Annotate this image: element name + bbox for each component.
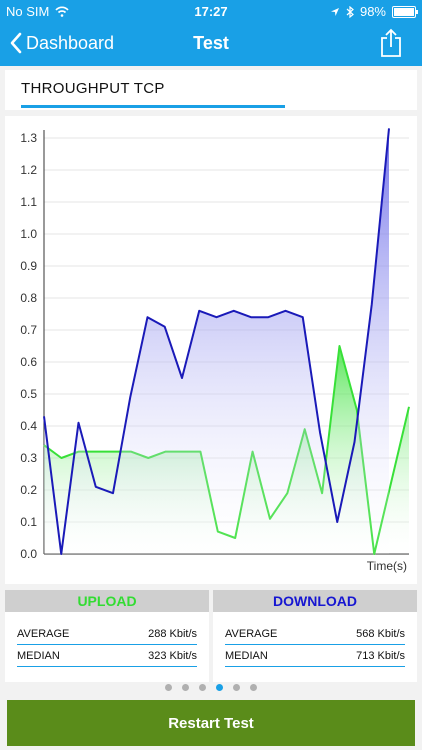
location-arrow-icon <box>330 7 339 16</box>
y-tick-label: 0.4 <box>20 419 37 433</box>
download-median-value: 713 Kbit/s <box>356 650 405 662</box>
download-average-row: AVERAGE 568 Kbit/s <box>225 624 405 645</box>
page-dot[interactable] <box>216 684 223 691</box>
y-tick-label: 0.9 <box>20 259 37 273</box>
y-tick-label: 1.0 <box>20 227 37 241</box>
y-tick-label: 0.2 <box>20 483 37 497</box>
upload-average-label: AVERAGE <box>17 628 70 640</box>
upload-average-row: AVERAGE 288 Kbit/s <box>17 624 197 645</box>
page-dot[interactable] <box>182 684 189 691</box>
bluetooth-icon <box>346 5 354 18</box>
upload-average-value: 288 Kbit/s <box>148 628 197 640</box>
y-tick-label: 0.6 <box>20 355 37 369</box>
y-tick-label: 0.3 <box>20 451 37 465</box>
upload-median-value: 323 Kbit/s <box>148 650 197 662</box>
x-axis-label: Time(s) <box>367 559 407 573</box>
throughput-chart: 0.0 0.1 0.2 0.3 0.4 0.5 0.6 0.7 0.8 0.9 1.0 1.1 1.2 1… <box>20 128 410 573</box>
throughput-chart-card: 0.0 0.1 0.2 0.3 0.4 0.5 0.6 0.7 0.8 0.9 1.0 1.1 1.2 1… <box>5 116 417 584</box>
y-tick-label: 0.7 <box>20 323 37 337</box>
test-title: THROUGHPUT TCP <box>21 80 165 97</box>
y-tick-label: 1.3 <box>20 131 37 145</box>
wifi-icon <box>55 6 69 17</box>
upload-title: UPLOAD <box>5 590 209 612</box>
download-median-label: MEDIAN <box>225 650 268 662</box>
share-icon <box>381 28 401 57</box>
page-dot[interactable] <box>165 684 172 691</box>
title-underline <box>21 105 285 108</box>
page-dot[interactable] <box>199 684 206 691</box>
download-average-value: 568 Kbit/s <box>356 628 405 640</box>
back-button[interactable]: Dashboard <box>10 32 114 54</box>
upload-median-label: MEDIAN <box>17 650 60 662</box>
page-indicator[interactable] <box>0 684 422 691</box>
restart-test-button[interactable]: Restart Test <box>7 700 415 746</box>
chevron-left-icon <box>10 32 22 54</box>
battery-percent: 98% <box>359 4 386 19</box>
battery-icon <box>392 5 418 18</box>
page-dot[interactable] <box>233 684 240 691</box>
y-tick-label: 1.1 <box>20 195 37 209</box>
clock: 17:27 <box>194 4 228 19</box>
carrier-label: No SIM <box>6 4 50 19</box>
page-title: Test <box>193 33 229 53</box>
page-dot[interactable] <box>250 684 257 691</box>
download-line <box>43 128 390 555</box>
status-bar: No SIM 17:27 98% <box>0 0 422 24</box>
y-tick-label: 0.1 <box>20 515 37 529</box>
y-tick-label: 0.5 <box>20 387 37 401</box>
download-area <box>44 128 389 554</box>
test-title-card: THROUGHPUT TCP <box>5 70 417 110</box>
y-tick-label: 0.8 <box>20 291 37 305</box>
download-average-label: AVERAGE <box>225 628 278 640</box>
back-label: Dashboard <box>26 32 115 53</box>
upload-median-row: MEDIAN 323 Kbit/s <box>17 646 197 667</box>
upload-stats-card: UPLOAD AVERAGE 288 Kbit/s MEDIAN 323 Kbi… <box>5 590 209 682</box>
y-tick-label: 0.0 <box>20 547 37 561</box>
download-median-row: MEDIAN 713 Kbit/s <box>225 646 405 667</box>
navigation-bar: Dashboard Test <box>0 24 422 66</box>
y-tick-label: 1.2 <box>20 163 37 177</box>
download-title: DOWNLOAD <box>213 590 417 612</box>
share-button[interactable] <box>380 28 402 63</box>
download-stats-card: DOWNLOAD AVERAGE 568 Kbit/s MEDIAN 713 K… <box>213 590 417 682</box>
